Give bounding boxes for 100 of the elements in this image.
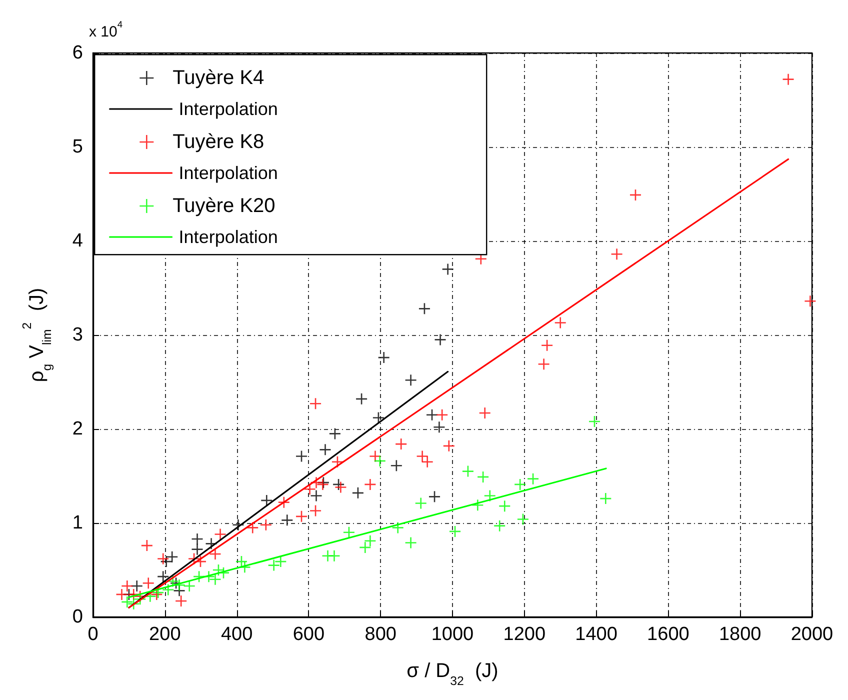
point [414,497,428,510]
point [174,594,188,608]
point [526,472,540,485]
point [514,478,526,491]
point [295,510,308,523]
point [268,559,280,572]
point [310,476,322,489]
point [295,450,308,462]
point [116,588,128,601]
point [191,543,204,556]
point [156,552,170,565]
point [140,539,154,552]
point [156,570,170,583]
y-tick-label: 4 [72,230,84,252]
point [472,498,484,512]
point [192,570,206,583]
x-tick-label: 400 [220,624,253,645]
point [462,465,474,478]
point [540,339,554,352]
point [418,302,431,315]
point [332,478,345,491]
point [392,522,404,534]
point [280,514,294,526]
point [484,490,496,502]
point [433,420,446,434]
y-tick-label: 5 [72,136,83,158]
point [162,584,174,596]
point [448,525,462,538]
point [394,438,408,450]
legend-label: Interpolation [178,163,278,183]
point [309,504,322,517]
point [304,483,316,496]
point [554,316,566,329]
x-tick-label: 1000 [431,624,474,645]
point [374,454,386,468]
y-tick-label: 6 [72,42,83,64]
point [166,550,178,563]
point [599,492,612,505]
point [319,444,332,456]
point [278,496,290,508]
point [804,295,816,308]
point [629,188,642,202]
point [358,541,372,554]
point [404,536,417,549]
point [121,596,134,608]
x-tick-label: 1400 [575,624,618,645]
point [130,580,144,592]
x-tick-label: 0 [88,624,98,645]
point [436,408,448,422]
point [610,248,623,260]
legend-label: Tuyère K4 [172,67,264,89]
point [127,598,140,610]
point [352,486,364,500]
point [442,263,454,276]
point [476,470,490,484]
point [364,478,376,491]
point [209,548,222,560]
point [309,397,322,410]
point [334,481,347,494]
legend-label: Interpolation [178,99,278,119]
y-tick-label: 2 [72,418,83,440]
x-tick-label: 1600 [647,624,690,645]
point [404,374,417,386]
point [214,528,226,540]
point [364,534,376,548]
x-tick-label: 1200 [503,624,546,645]
point [191,532,204,546]
point [246,522,259,534]
point [232,518,244,532]
point [426,408,438,422]
point [142,577,155,590]
point [428,490,441,503]
point [328,428,342,440]
point [390,460,403,472]
point [493,520,506,532]
point [434,334,446,346]
point [782,73,794,86]
point [342,526,356,539]
point [331,456,344,468]
point [355,392,368,406]
y-axis-title: ρg Vlim2 (J) [20,288,54,382]
legend-label: Interpolation [178,227,278,247]
legend-label: Tuyère K20 [172,195,276,217]
point [442,440,456,452]
x-tick-label: 200 [149,624,181,645]
point [205,538,218,550]
x-tick-label: 600 [292,624,325,645]
point [310,490,322,502]
y-tick-label: 0 [72,606,83,628]
x-tick-label: 1800 [718,624,762,645]
point [538,358,550,370]
point [498,500,511,512]
point [160,555,172,568]
x-tick-label: 2000 [790,624,834,645]
point [134,592,146,606]
point [260,518,272,532]
point [478,406,492,420]
point [369,450,382,462]
point [588,415,601,428]
legend-label: Tuyère K8 [172,131,264,153]
